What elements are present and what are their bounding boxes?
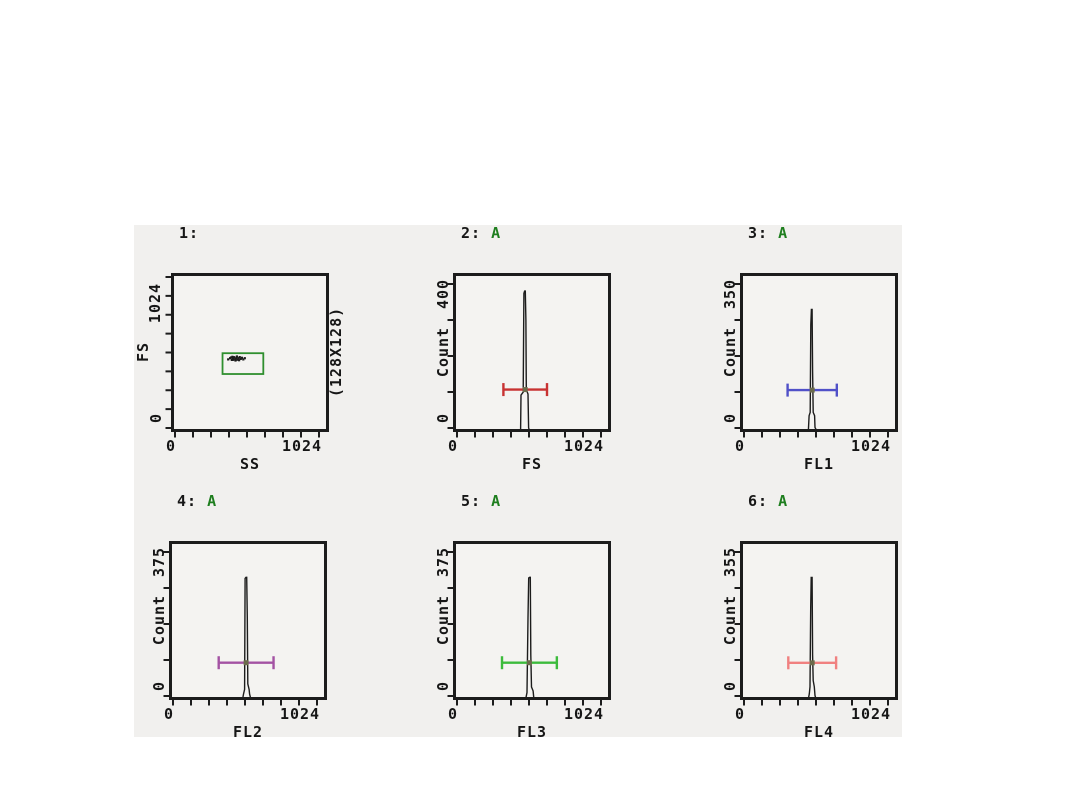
- sample-label: A: [778, 492, 789, 510]
- plot-number: 5:: [461, 492, 482, 510]
- x-axis-name: FL2: [232, 723, 264, 741]
- plot-canvas[interactable]: [160, 538, 330, 709]
- plot-title: 4: A: [177, 492, 217, 510]
- gate-rectangle[interactable]: [221, 352, 265, 375]
- x-axis-max-label: 1024: [563, 437, 605, 455]
- x-axis-zero-label: 0: [447, 705, 459, 723]
- plot-1-scatter: 1: 1024 FS 0 (128X128) 0 1024 SS: [129, 223, 375, 489]
- x-axis-max-label: 1024: [850, 705, 892, 723]
- x-axis-zero-label: 0: [165, 437, 177, 455]
- marker-center-handle[interactable]: [526, 660, 532, 666]
- plot-6-histogram: 6: A 355 Count 0 0 1024 FL4: [698, 491, 944, 757]
- sample-label: [199, 224, 209, 242]
- marker-center-handle[interactable]: [809, 660, 815, 666]
- marker-center-handle[interactable]: [522, 387, 528, 393]
- sample-label: A: [491, 224, 502, 242]
- x-axis-zero-label: 0: [447, 437, 459, 455]
- plot-number: 3:: [748, 224, 769, 242]
- x-axis-name: FL4: [803, 723, 835, 741]
- histogram-trace: [744, 308, 888, 431]
- axis-frame: [740, 273, 898, 432]
- sample-label: A: [778, 224, 789, 242]
- plot-number: 4:: [177, 492, 198, 510]
- plot-canvas[interactable]: [162, 270, 332, 441]
- marker-center-handle[interactable]: [243, 660, 249, 666]
- x-axis-max-label: 1024: [850, 437, 892, 455]
- plot-canvas[interactable]: [731, 270, 901, 441]
- plot-canvas[interactable]: [444, 270, 614, 441]
- events-cluster: [227, 355, 246, 362]
- histogram-trace: [457, 290, 601, 431]
- histogram-trace: [457, 576, 601, 699]
- x-axis-max-label: 1024: [563, 705, 605, 723]
- x-axis-name: FL3: [516, 723, 548, 741]
- plot-4-histogram: 4: A 375 Count 0 0 1024 FL2: [127, 491, 373, 757]
- sample-label: A: [491, 492, 502, 510]
- x-axis-max-label: 1024: [281, 437, 323, 455]
- x-axis-name: FS: [521, 455, 543, 473]
- resolution-label: (128X128): [327, 306, 345, 398]
- histogram-trace: [744, 576, 888, 699]
- x-axis-zero-label: 0: [734, 437, 746, 455]
- plot-title: 2: A: [461, 224, 501, 242]
- x-axis-name: FL1: [803, 455, 835, 473]
- plot-title: 3: A: [748, 224, 788, 242]
- marker-center-handle[interactable]: [809, 387, 815, 393]
- x-axis-zero-label: 0: [163, 705, 175, 723]
- x-axis-max-label: 1024: [279, 705, 321, 723]
- axis-frame: [453, 273, 611, 432]
- plot-number: 2:: [461, 224, 482, 242]
- plot-5-histogram: 5: A 375 Count 0 0 1024 FL3: [411, 491, 657, 757]
- axis-frame: [740, 541, 898, 700]
- plot-canvas[interactable]: [444, 538, 614, 709]
- histogram-trace: [173, 576, 317, 699]
- plot-title: 1:: [179, 224, 209, 242]
- plot-2-histogram: 2: A 400 Count 0 0 1024 FS: [411, 223, 657, 489]
- plot-title: 6: A: [748, 492, 788, 510]
- plot-number: 6:: [748, 492, 769, 510]
- x-axis-zero-label: 0: [734, 705, 746, 723]
- sample-label: A: [207, 492, 218, 510]
- plot-number: 1:: [179, 224, 200, 242]
- plot-3-histogram: 3: A 350 Count 0 0 1024 FL1: [698, 223, 944, 489]
- plot-title: 5: A: [461, 492, 501, 510]
- axis-frame: [453, 541, 611, 700]
- plot-canvas[interactable]: [731, 538, 901, 709]
- x-axis-name: SS: [239, 455, 261, 473]
